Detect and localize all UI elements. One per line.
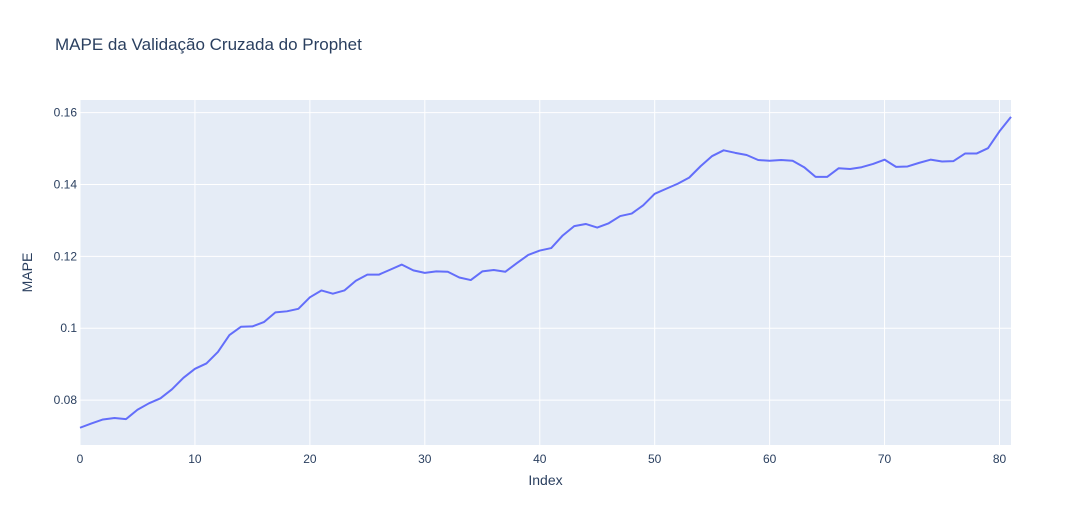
x-tick-label: 80	[993, 452, 1007, 466]
mape-series-line	[79, 116, 1012, 429]
y-tick-label: 0.08	[54, 393, 78, 407]
y-tick-label: 0.1	[60, 321, 77, 335]
y-tick-label: 0.16	[54, 106, 78, 120]
x-tick-label: 30	[418, 452, 432, 466]
x-gridlines	[79, 100, 1001, 445]
y-gridlines	[80, 112, 1011, 401]
x-tick-label: 50	[648, 452, 662, 466]
y-tick-label: 0.12	[54, 249, 78, 263]
y-axis-title: MAPE	[19, 253, 35, 293]
x-axis-title: Index	[528, 472, 562, 488]
x-tick-label: 0	[77, 452, 84, 466]
chart-title: MAPE da Validação Cruzada do Prophet	[55, 35, 362, 54]
x-tick-label: 60	[763, 452, 777, 466]
x-tick-label: 70	[878, 452, 892, 466]
plot-area	[80, 100, 1011, 445]
x-tick-labels: 0 10 20 30 40 50 60 70 80	[77, 452, 1007, 466]
y-tick-label: 0.14	[54, 177, 78, 191]
x-tick-label: 40	[533, 452, 547, 466]
y-tick-labels: 0.08 0.1 0.12 0.14 0.16	[54, 106, 78, 408]
x-tick-label: 20	[303, 452, 317, 466]
x-tick-label: 10	[188, 452, 202, 466]
